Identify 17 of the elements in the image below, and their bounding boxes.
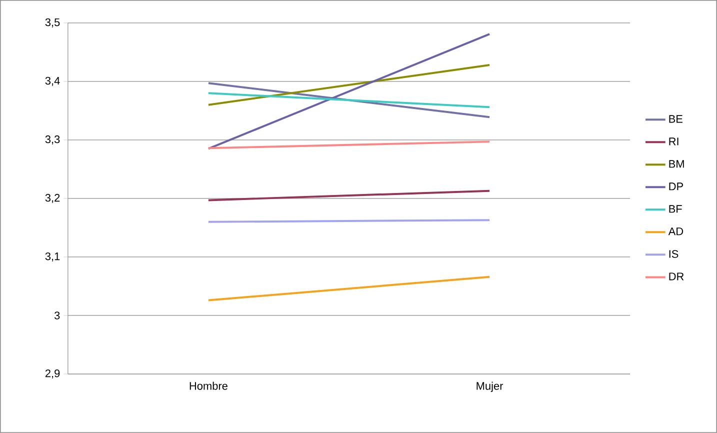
y-tick-label: 3,4 <box>45 76 60 86</box>
y-tick-label: 2,9 <box>45 370 60 379</box>
legend-label: BF <box>669 205 682 213</box>
y-tick-label: 3,2 <box>45 194 60 204</box>
legend-label: BE <box>669 115 682 123</box>
legend-label: AD <box>668 228 684 236</box>
x-tick-label: Hombre <box>190 382 228 390</box>
legend-label: DR <box>669 272 684 280</box>
y-tick-label: 3 <box>54 312 60 320</box>
x-tick-label: Mujer <box>476 382 504 392</box>
y-tick-label: 3,5 <box>45 18 60 28</box>
y-tick-label: 3,3 <box>45 135 60 145</box>
legend-label: DP <box>669 182 683 190</box>
legend-label: BM <box>669 160 684 168</box>
legend-label: RI <box>669 138 678 146</box>
legend-label: IS <box>669 250 678 258</box>
y-tick-label: 3,1 <box>45 252 60 262</box>
